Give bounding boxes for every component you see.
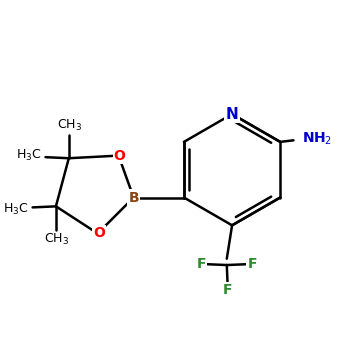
Text: O: O <box>93 226 105 240</box>
Text: B: B <box>128 190 139 204</box>
Text: CH$_3$: CH$_3$ <box>57 118 83 133</box>
Text: N: N <box>226 107 238 121</box>
Text: F: F <box>223 284 233 298</box>
Text: O: O <box>114 149 126 163</box>
Text: NH$_2$: NH$_2$ <box>302 131 333 147</box>
Text: CH$_3$: CH$_3$ <box>44 232 70 247</box>
Text: F: F <box>247 257 257 271</box>
Text: H$_3$C: H$_3$C <box>3 202 28 217</box>
Text: H$_3$C: H$_3$C <box>16 148 41 163</box>
Text: F: F <box>197 257 206 271</box>
